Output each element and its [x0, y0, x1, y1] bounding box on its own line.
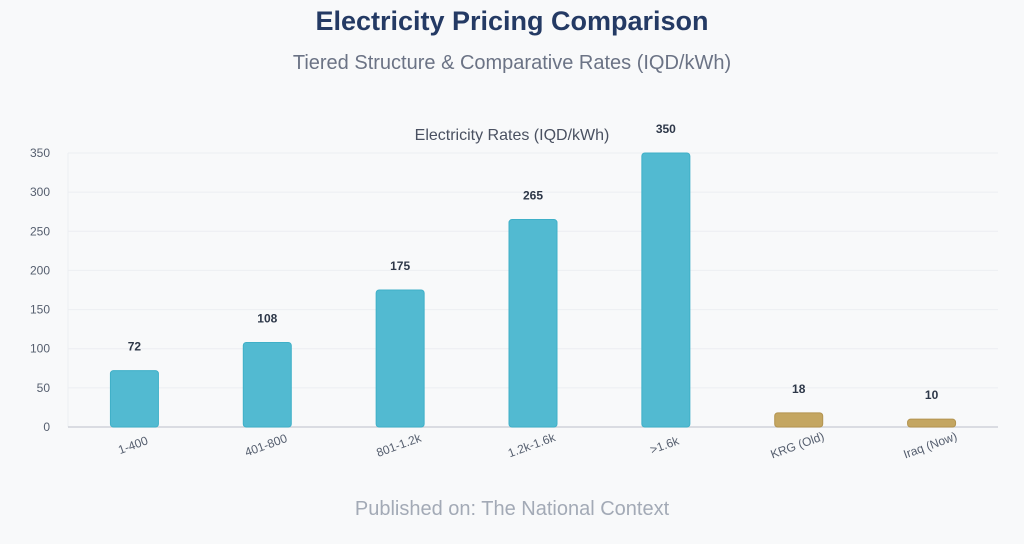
- bar-tier: [641, 152, 691, 428]
- x-tick-label: >1.6k: [648, 433, 682, 457]
- bar-comparison: [907, 418, 957, 428]
- chart-title: Electricity Rates (IQD/kWh): [415, 127, 610, 144]
- bar-comparison: [774, 412, 824, 428]
- x-tick-label: Iraq (Now): [901, 429, 958, 461]
- data-label: 265: [523, 189, 543, 203]
- y-tick-label: 200: [30, 263, 50, 277]
- x-tick-label: 401-800: [243, 431, 289, 459]
- x-tick-label: 801-1.2k: [374, 430, 424, 459]
- y-tick-label: 250: [30, 224, 50, 238]
- bar-tier: [109, 370, 159, 428]
- bar-tier: [508, 219, 558, 428]
- y-tick-label: 350: [30, 146, 50, 160]
- data-label: 72: [128, 340, 142, 354]
- y-tick-label: 100: [30, 342, 50, 356]
- y-tick-label: 50: [37, 381, 51, 395]
- data-label: 108: [257, 311, 277, 325]
- data-label: 10: [925, 388, 939, 402]
- y-tick-label: 0: [43, 420, 50, 434]
- data-label: 18: [792, 382, 806, 396]
- bars: [109, 152, 957, 428]
- x-tick-label: 1-400: [116, 433, 150, 457]
- data-label: 175: [390, 259, 410, 273]
- bar-tier: [375, 289, 425, 428]
- y-tick-label: 150: [30, 303, 50, 317]
- x-tick-label: 1.2k-1.6k: [506, 430, 558, 460]
- footer-source: Published on: The National Context: [354, 498, 670, 520]
- bar-tier: [242, 341, 292, 428]
- x-tick-label: KRG (Old): [769, 429, 826, 461]
- y-tick-label: 300: [30, 185, 50, 199]
- data-label: 350: [656, 122, 676, 136]
- page-subtitle: Tiered Structure & Comparative Rates (IQ…: [292, 52, 732, 74]
- data-labels: 72 108 175 265 350 18 10: [128, 122, 939, 402]
- page-title: Electricity Pricing Comparison: [315, 6, 709, 36]
